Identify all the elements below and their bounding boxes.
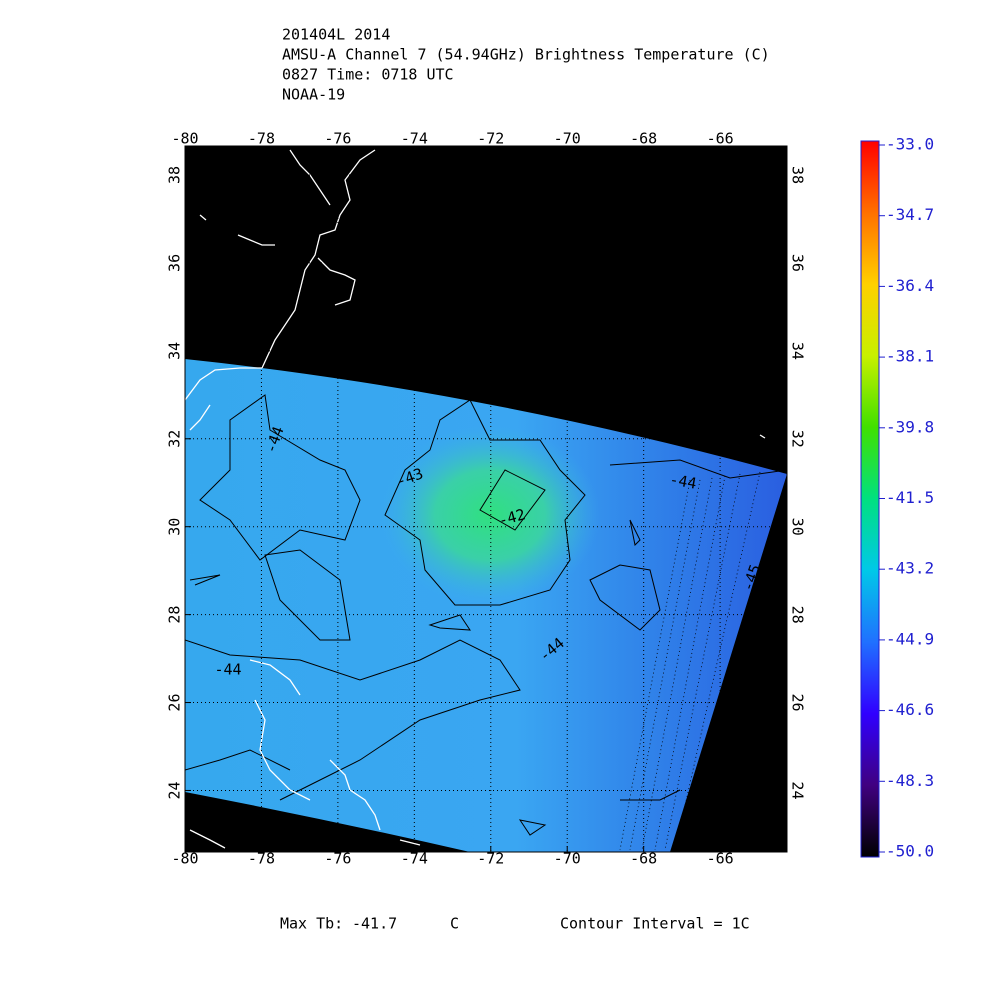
x-tick-label: -66 (707, 130, 734, 148)
colorbar-scale (860, 140, 880, 858)
title-line: NOAA-19 (282, 86, 345, 104)
y-tick-label: 32 (789, 430, 807, 448)
y-tick-label: 28 (166, 606, 184, 624)
colorbar-tick-label: -38.1 (886, 347, 934, 366)
colorbar-tick-label: -44.9 (886, 629, 934, 648)
x-tick-label: -80 (171, 850, 198, 868)
x-tick-label: -68 (630, 850, 657, 868)
y-tick-label: 30 (789, 518, 807, 536)
colorbar-tick-label: -48.3 (886, 771, 934, 790)
footer: Max Tb: -41.7 C Contour Interval = 1C (280, 915, 750, 933)
x-tick-label: -80 (171, 130, 198, 148)
max-label: Max Tb: (280, 915, 343, 933)
title-line: 201404L 2014 (282, 26, 390, 44)
x-tick-label: -76 (324, 850, 351, 868)
dense-contours (619, 471, 761, 851)
x-tick-label: -66 (707, 850, 734, 868)
y-tick-label: 34 (789, 342, 807, 360)
y-tick-label: 24 (789, 781, 807, 799)
x-tick-label: -70 (554, 850, 581, 868)
x-tick-label: -74 (401, 130, 428, 148)
swath (185, 149, 787, 852)
x-tick-label: -78 (248, 130, 275, 148)
x-tick-label: -72 (477, 130, 504, 148)
y-tick-label: 30 (166, 518, 184, 536)
title-line: 0827 Time: 0718 UTC (282, 66, 454, 84)
colorbar-tick-label: -39.8 (886, 417, 934, 436)
y-tick-label: 26 (166, 694, 184, 712)
title-block: 201404L 2014 AMSU-A Channel 7 (54.94GHz) … (282, 26, 770, 104)
colorbar-tick-label: -41.5 (886, 488, 934, 507)
colorbar: -33.0 -34.7 -36.4 -38.1 -39.8 -41.5 -43.2 -44.9… (860, 135, 934, 861)
title-line: AMSU-A Channel 7 (54.94GHz) Brightness T… (282, 46, 770, 64)
colorbar-tick-label: -33.0 (886, 135, 934, 154)
colorbar-tick-label: -50.0 (886, 842, 934, 861)
y-tick-label: 38 (789, 166, 807, 184)
y-tick-label: 32 (166, 430, 184, 448)
y-tick-label: 28 (789, 606, 807, 624)
y-tick-label: 38 (166, 166, 184, 184)
x-tick-label: -72 (477, 850, 504, 868)
y-tick-label: 26 (789, 694, 807, 712)
y-tick-label: 24 (166, 781, 184, 799)
x-tick-label: -76 (324, 130, 351, 148)
colorbar-tick-label: -46.6 (886, 700, 934, 719)
x-tick-label: -70 (554, 130, 581, 148)
contour-interval: Contour Interval = 1C (560, 915, 750, 933)
y-tick-label: 36 (166, 254, 184, 272)
max-unit: C (450, 915, 459, 933)
warm-core (380, 425, 600, 605)
y-tick-label: 36 (789, 254, 807, 272)
x-tick-label: -78 (248, 850, 275, 868)
x-tick-label: -68 (630, 130, 657, 148)
contour-label: -44 (668, 470, 698, 492)
contours (185, 394, 787, 836)
map-frame (184, 145, 788, 853)
colorbar-tick-label: -34.7 (886, 205, 934, 224)
y-tick-label: 34 (166, 342, 184, 360)
max-value: -41.7 (352, 915, 397, 933)
colorbar-tick-label: -43.2 (886, 559, 934, 578)
colorbar-tick-label: -36.4 (886, 276, 934, 295)
contour-label: -44 (214, 661, 241, 679)
x-tick-label: -74 (401, 850, 428, 868)
